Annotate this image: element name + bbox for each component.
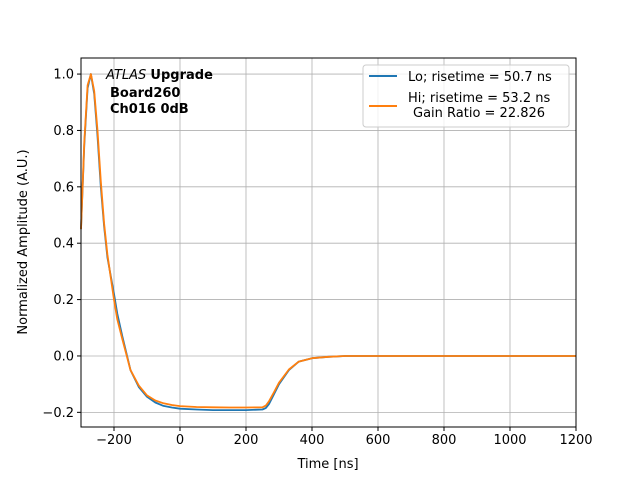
x-axis-label: Time [ns] (296, 457, 358, 472)
annotation-atlas: ATLAS (105, 68, 146, 83)
x-tick-label: 1000 (493, 433, 526, 448)
annotation-channel: Ch016 0dB (110, 102, 189, 117)
y-tick-label: −0.2 (42, 406, 74, 421)
x-tick-label: 200 (234, 433, 259, 448)
legend-box (362, 64, 570, 128)
series-line-hi (80, 73, 576, 409)
y-tick-label: 0.4 (53, 237, 74, 252)
x-tick-label: 800 (432, 433, 457, 448)
legend-label-hi: Hi; risetime = 53.2 ns (408, 91, 550, 106)
ticks: −200 0 200 400 600 800 1000 1200 −0.2 0.0 0.2 0.4 0.… (42, 68, 592, 448)
legend: Lo; risetime = 50.7 ns Hi; risetime = 53… (362, 64, 570, 128)
legend-label-gain: Gain Ratio = 22.826 (413, 106, 545, 121)
y-tick-label: 0.6 (53, 180, 74, 195)
y-tick-label: 1.0 (53, 68, 74, 83)
annotation-board: Board260 (110, 86, 180, 101)
x-tick-label: 400 (300, 433, 325, 448)
axes-frame (80, 57, 577, 428)
x-tick-label: −200 (96, 433, 132, 448)
x-tick-label: 600 (366, 433, 391, 448)
x-tick-label: 0 (176, 433, 184, 448)
series-lines (80, 73, 576, 412)
y-tick-label: 0.8 (53, 124, 74, 139)
legend-label-lo: Lo; risetime = 50.7 ns (408, 70, 552, 85)
y-tick-label: 0.2 (53, 293, 74, 308)
annotation: ATLAS Upgrade Board260 Ch016 0dB (105, 68, 213, 117)
y-tick-label: 0.0 (53, 349, 74, 364)
y-axis-label: Normalized Amplitude (A.U.) (16, 149, 31, 334)
svg-text:ATLAS Upgrade: ATLAS Upgrade (105, 68, 213, 83)
x-tick-label: 1200 (559, 433, 592, 448)
annotation-upgrade: Upgrade (150, 68, 213, 83)
